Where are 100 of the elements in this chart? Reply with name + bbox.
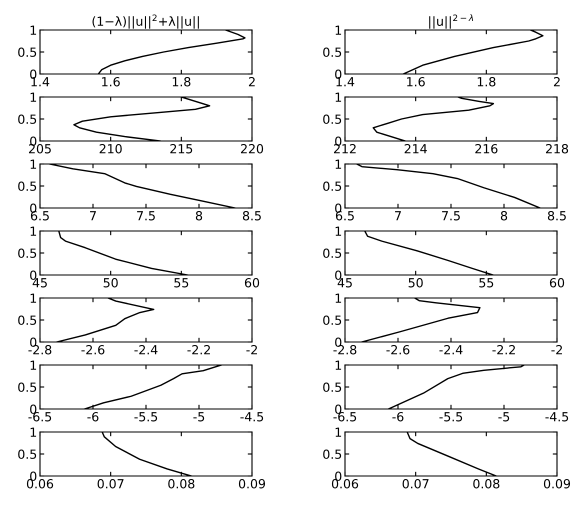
x-tick-label: 55: [174, 278, 188, 288]
x-tick-label: 8.5: [548, 211, 566, 220]
y-tick-label: 0.5: [18, 315, 36, 325]
x-tick-label: 7: [90, 211, 96, 220]
x-tick-label: 220: [240, 144, 264, 154]
y-tick-label: 1: [336, 92, 342, 102]
x-tick-label: 7: [395, 211, 401, 220]
x-tick-label: 1.8: [478, 77, 496, 86]
y-tick-label: 0: [335, 270, 342, 280]
x-tick-label: 214: [404, 144, 427, 154]
x-tick-label: -2.2: [492, 345, 515, 354]
y-tick-label: 0: [335, 404, 342, 414]
y-tick-label: 0.5: [323, 47, 342, 57]
x-tick-label: 50: [104, 278, 118, 288]
chart-title: (1−λ)||u||$^{2}$+λ||u||: [92, 14, 199, 29]
y-tick-label: 0.5: [18, 181, 36, 191]
y-tick-label: 1: [30, 26, 36, 35]
x-tick-label: 210: [100, 144, 122, 154]
y-tick-label: 0.5: [18, 114, 36, 124]
y-tick-label: 0: [30, 404, 36, 414]
y-tick-label: 0.5: [18, 248, 36, 258]
x-tick-label: -6: [392, 412, 404, 422]
y-tick-label: 1: [30, 226, 36, 236]
x-tick-label: 0.09: [238, 479, 266, 488]
x-tick-label: -2.8: [333, 345, 356, 354]
x-tick-label: 1.6: [102, 77, 120, 86]
y-tick-label: 1: [30, 294, 36, 303]
x-tick-label: -2.4: [439, 345, 462, 354]
y-tick-label: 0.5: [18, 382, 36, 392]
x-tick-label: -4.5: [545, 412, 568, 422]
y-tick-label: 0: [30, 270, 36, 280]
y-tick-label: 1: [336, 226, 342, 236]
y-tick-label: 0.5: [323, 449, 342, 459]
y-tick-label: 0: [30, 471, 36, 481]
x-tick-label: 8: [500, 211, 508, 220]
y-tick-label: 0: [335, 203, 342, 213]
x-tick-label: 215: [170, 144, 192, 154]
x-tick-label: -2.4: [134, 345, 158, 354]
x-tick-label: 0.08: [168, 479, 194, 488]
y-tick-label: 1: [336, 360, 342, 370]
x-tick-label: 2: [554, 77, 560, 86]
x-tick-label: 8: [196, 211, 202, 220]
x-tick-label: -6.5: [333, 412, 356, 422]
x-tick-label: -6: [87, 412, 98, 422]
y-tick-label: 1: [30, 160, 36, 169]
y-tick-label: 0.5: [323, 315, 342, 325]
x-tick-label: 60: [244, 278, 260, 288]
y-tick-label: 1: [30, 92, 36, 102]
x-tick-label: -6.5: [28, 412, 52, 422]
x-tick-label: 7.5: [442, 211, 460, 220]
x-tick-label: -2.6: [386, 345, 410, 354]
x-tick-label: 1.4: [336, 77, 354, 86]
x-tick-label: 1.6: [407, 77, 425, 86]
y-tick-label: 0: [335, 337, 342, 347]
y-tick-label: 0.5: [323, 382, 342, 392]
x-tick-label: 0.08: [473, 479, 500, 488]
y-tick-label: 1: [30, 428, 36, 437]
y-tick-label: 1: [336, 160, 342, 169]
x-tick-label: -2: [246, 345, 257, 354]
x-tick-label: 50: [408, 278, 423, 288]
x-tick-label: 1.4: [31, 77, 50, 86]
y-tick-label: 1: [336, 294, 342, 303]
x-tick-label: 1.8: [172, 77, 190, 86]
x-tick-label: -5: [498, 412, 510, 422]
y-tick-label: 0.5: [323, 248, 342, 258]
chart-title: ||u||$^{2−λ}$: [429, 14, 474, 29]
y-tick-label: 1: [336, 26, 342, 35]
x-tick-label: 205: [28, 144, 51, 154]
x-tick-label: -2: [551, 345, 562, 354]
y-tick-label: 0.5: [18, 47, 36, 57]
x-tick-label: 60: [550, 278, 564, 288]
x-tick-label: -4.5: [240, 412, 264, 422]
y-tick-label: 0.5: [323, 114, 342, 124]
x-tick-label: 0.06: [332, 479, 358, 488]
x-tick-label: -5: [193, 412, 204, 422]
x-tick-label: 218: [546, 144, 568, 154]
y-tick-label: 0: [30, 337, 36, 347]
y-tick-label: 0.5: [18, 449, 36, 459]
x-tick-label: 55: [479, 278, 494, 288]
x-tick-label: 212: [334, 144, 356, 154]
x-tick-label: 6.5: [336, 211, 354, 220]
y-tick-label: 0: [335, 471, 342, 481]
x-tick-label: 216: [475, 144, 498, 154]
y-tick-label: 0: [30, 69, 36, 79]
x-tick-label: -5.5: [439, 412, 462, 422]
x-tick-label: 0.06: [26, 479, 54, 488]
x-tick-label: 7.5: [137, 211, 155, 220]
x-tick-label: 0.07: [98, 479, 124, 488]
x-tick-label: 2: [248, 77, 255, 86]
x-tick-label: -2.8: [28, 345, 52, 354]
x-tick-label: 45: [32, 278, 47, 288]
y-tick-label: 0.5: [323, 181, 342, 191]
x-tick-label: 0.09: [544, 479, 570, 488]
x-tick-label: 45: [338, 278, 352, 288]
x-tick-label: -2.6: [81, 345, 104, 354]
y-tick-label: 0: [335, 69, 342, 79]
x-tick-label: 0.07: [402, 479, 429, 488]
x-tick-label: 8.5: [242, 211, 261, 220]
y-tick-label: 1: [30, 360, 36, 370]
x-tick-label: -2.2: [187, 345, 210, 354]
